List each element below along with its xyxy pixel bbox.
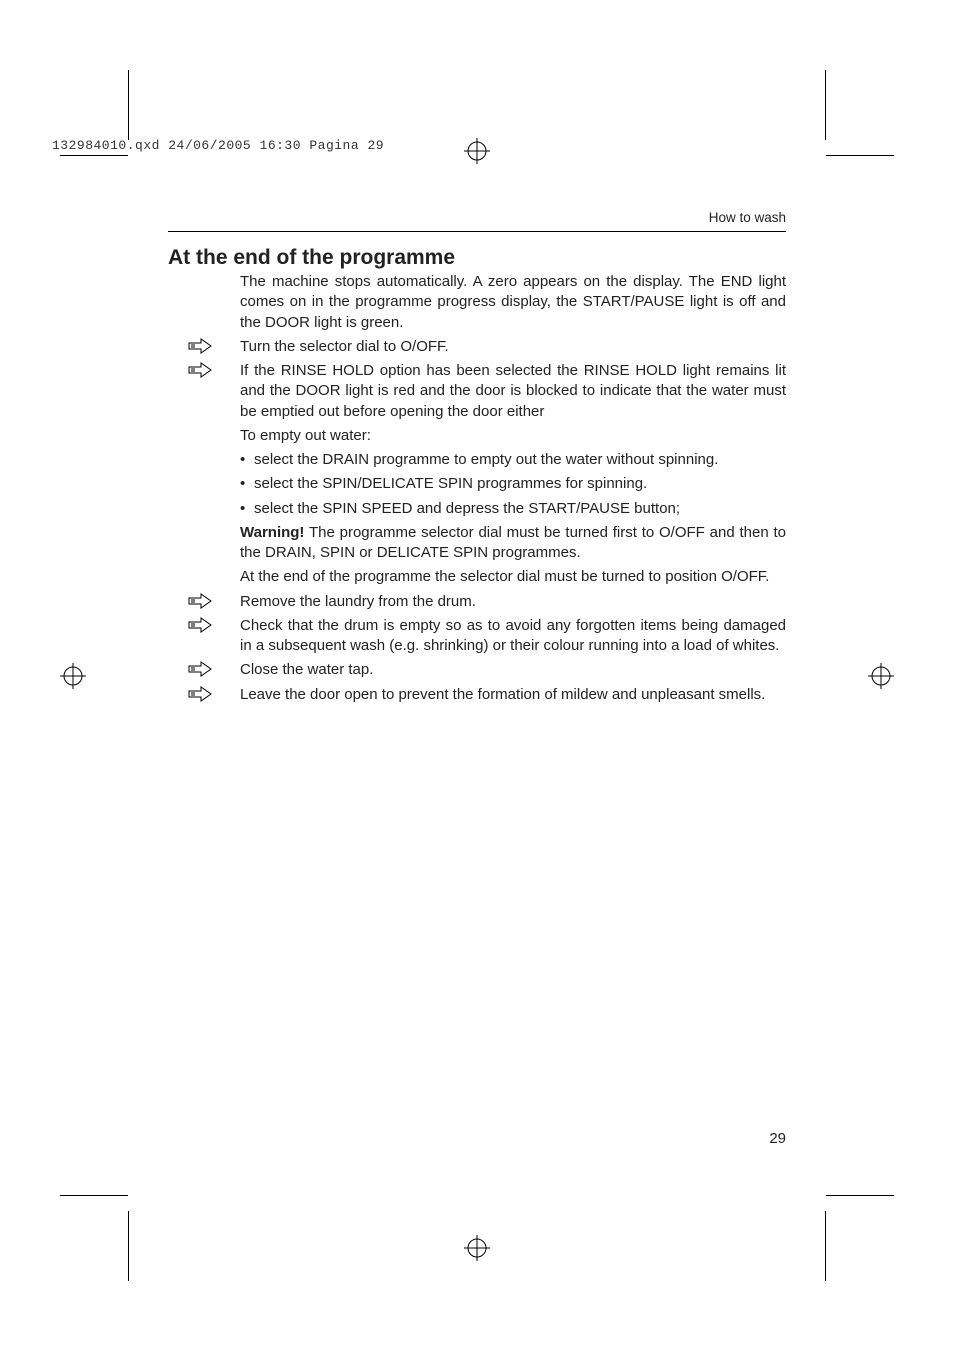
hand-pointer-icon: [188, 337, 218, 355]
registration-mark-icon: [868, 663, 894, 689]
step-text: Remove the laundry from the drum.: [240, 592, 786, 612]
running-head: How to wash: [168, 210, 786, 232]
step-remove-laundry: Remove the laundry from the drum.: [168, 592, 786, 612]
page-number: 29: [769, 1130, 786, 1147]
crop-mark: [60, 1195, 128, 1196]
step-door-open: Leave the door open to prevent the forma…: [168, 685, 786, 705]
step-turn-selector: Turn the selector dial to O/OFF.: [168, 337, 786, 357]
bullet-item: select the DRAIN programme to empty out …: [240, 450, 786, 470]
intro-paragraph: The machine stops automatically. A zero …: [240, 272, 786, 333]
crop-mark: [825, 1211, 826, 1281]
hand-pointer-icon: [188, 660, 218, 678]
step-text: If the RINSE HOLD option has been select…: [240, 361, 786, 422]
content-area: How to wash At the end of the programme …: [168, 210, 786, 709]
hand-pointer-icon: [188, 616, 218, 634]
warning-paragraph: Warning! The programme selector dial mus…: [240, 523, 786, 564]
step-text: Turn the selector dial to O/OFF.: [240, 337, 786, 357]
registration-mark-icon: [60, 663, 86, 689]
crop-mark: [128, 70, 129, 140]
page: 132984010.qxd 24/06/2005 16:30 Pagina 29…: [0, 0, 954, 1351]
warning-text: The programme selector dial must be turn…: [240, 524, 786, 561]
hand-pointer-icon: [188, 592, 218, 610]
registration-mark-icon: [464, 1235, 490, 1261]
hand-pointer-icon: [188, 685, 218, 703]
step-rinse-hold: If the RINSE HOLD option has been select…: [168, 361, 786, 422]
crop-mark: [826, 1195, 894, 1196]
print-metadata: 132984010.qxd 24/06/2005 16:30 Pagina 29: [52, 138, 384, 153]
crop-mark: [128, 1211, 129, 1281]
bullet-list: select the DRAIN programme to empty out …: [240, 450, 786, 519]
crop-mark: [825, 70, 826, 140]
step-text: Leave the door open to prevent the forma…: [240, 685, 786, 705]
registration-mark-icon: [464, 138, 490, 164]
step-close-tap: Close the water tap.: [168, 660, 786, 680]
step-text: Check that the drum is empty so as to av…: [240, 616, 786, 657]
warning-label: Warning!: [240, 524, 304, 541]
end-selector-paragraph: At the end of the programme the selector…: [240, 567, 786, 587]
section-title: At the end of the programme: [168, 246, 786, 270]
bullet-item: select the SPIN SPEED and depress the ST…: [240, 499, 786, 519]
crop-mark: [60, 155, 128, 156]
step-check-drum: Check that the drum is empty so as to av…: [168, 616, 786, 657]
bullet-item: select the SPIN/DELICATE SPIN programmes…: [240, 474, 786, 494]
crop-mark: [826, 155, 894, 156]
hand-pointer-icon: [188, 361, 218, 379]
step-text: Close the water tap.: [240, 660, 786, 680]
empty-water-label: To empty out water:: [240, 426, 786, 446]
